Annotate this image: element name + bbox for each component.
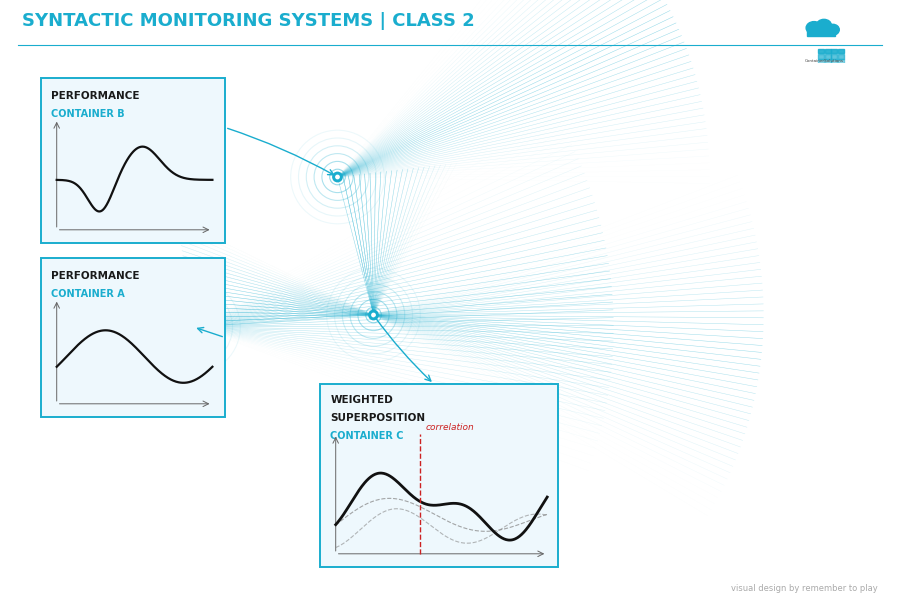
Text: correlation: correlation: [426, 423, 474, 432]
Bar: [838, 49, 844, 53]
Text: CONTAINER A: CONTAINER A: [51, 289, 125, 299]
Text: PERFORMANCE: PERFORMANCE: [51, 271, 140, 281]
Ellipse shape: [826, 25, 840, 35]
Ellipse shape: [371, 313, 376, 317]
FancyBboxPatch shape: [40, 78, 225, 243]
Bar: [818, 59, 824, 64]
Ellipse shape: [368, 310, 379, 320]
Bar: [824, 49, 831, 53]
Text: SUPERPOSITION: SUPERPOSITION: [330, 413, 426, 423]
Text: visual design by remember to play: visual design by remember to play: [731, 584, 878, 593]
Bar: [832, 54, 837, 58]
Bar: [838, 59, 844, 64]
Bar: [806, 27, 835, 36]
Bar: [838, 54, 844, 58]
Text: CONTAINER C: CONTAINER C: [330, 431, 404, 441]
Ellipse shape: [816, 19, 832, 31]
Text: CONTAINER B: CONTAINER B: [51, 109, 125, 119]
Ellipse shape: [806, 22, 822, 34]
Bar: [824, 54, 831, 58]
Bar: [818, 54, 824, 58]
FancyBboxPatch shape: [320, 384, 558, 567]
Ellipse shape: [191, 325, 196, 329]
Bar: [832, 49, 837, 53]
Ellipse shape: [188, 322, 199, 332]
Text: WEIGHTED: WEIGHTED: [330, 395, 393, 405]
Bar: [832, 59, 837, 64]
Bar: [818, 49, 824, 53]
Bar: [824, 59, 831, 64]
Text: PERFORMANCE: PERFORMANCE: [51, 91, 140, 101]
Ellipse shape: [335, 175, 340, 179]
Text: SYNTACTIC MONITORING SYSTEMS | CLASS 2: SYNTACTIC MONITORING SYSTEMS | CLASS 2: [22, 12, 475, 30]
FancyBboxPatch shape: [40, 258, 225, 417]
Text: ContainerSolutions: ContainerSolutions: [805, 59, 843, 63]
Ellipse shape: [332, 172, 343, 182]
